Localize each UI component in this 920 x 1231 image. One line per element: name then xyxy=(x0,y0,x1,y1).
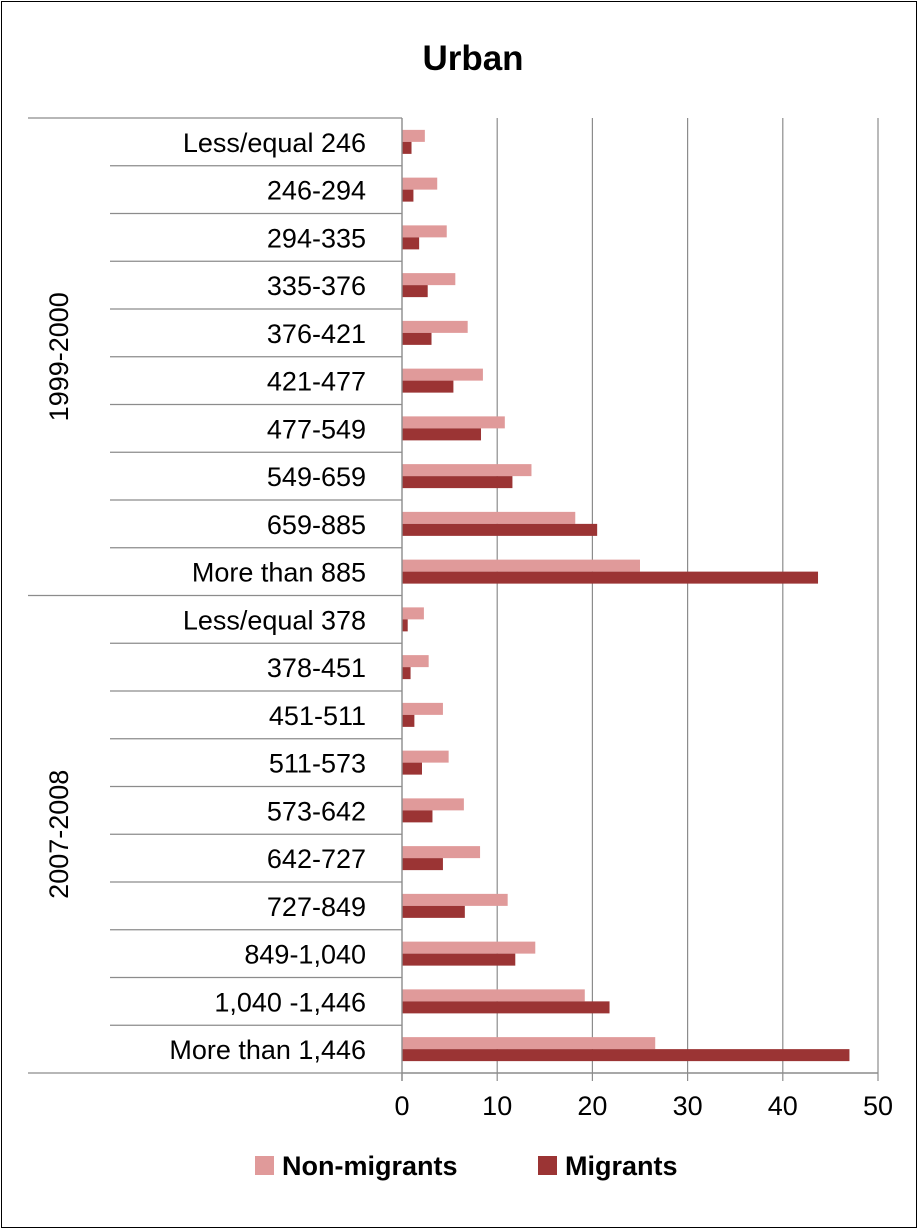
category-label: 378-451 xyxy=(267,653,366,683)
bar-migrants xyxy=(402,285,428,298)
bar-non-migrants xyxy=(402,893,508,906)
bar-non-migrants xyxy=(402,511,576,524)
category-label: 294-335 xyxy=(267,223,366,253)
bar-non-migrants xyxy=(402,464,532,477)
category-label: 549-659 xyxy=(267,462,366,492)
category-label: 727-849 xyxy=(267,892,366,922)
category-label: 511-573 xyxy=(269,749,366,779)
bar-non-migrants xyxy=(402,416,505,429)
category-label: Less/equal 378 xyxy=(183,605,366,635)
bar-non-migrants xyxy=(402,129,425,142)
bar-non-migrants xyxy=(402,273,456,286)
bar-migrants xyxy=(402,810,433,823)
bar-non-migrants xyxy=(402,655,429,668)
category-label: More than 885 xyxy=(192,558,366,588)
legend-label: Migrants xyxy=(565,1151,678,1181)
axes: 0 10 20 30 40 50 xyxy=(28,117,893,1121)
bar-migrants xyxy=(402,1049,850,1062)
legend-label: Non-migrants xyxy=(282,1151,458,1181)
bar-migrants xyxy=(402,428,482,441)
bar-migrants xyxy=(402,762,422,775)
bar-non-migrants xyxy=(402,941,536,954)
chart-title: Urban xyxy=(422,39,523,78)
bars xyxy=(402,129,850,1062)
group-label: 1999-2000 xyxy=(44,292,74,421)
category-label: Less/equal 246 xyxy=(183,128,366,158)
group-label: 2007-2008 xyxy=(44,770,74,899)
bar-migrants xyxy=(402,953,516,966)
category-label: More than 1,446 xyxy=(169,1035,366,1065)
bar-non-migrants xyxy=(402,750,449,763)
legend-swatch-non-migrants xyxy=(255,1156,274,1175)
grid-lines xyxy=(496,118,879,1073)
x-tick-label: 30 xyxy=(673,1091,703,1121)
bar-non-migrants xyxy=(402,798,464,811)
bar-migrants xyxy=(402,667,411,680)
bar-migrants xyxy=(402,141,412,154)
bar-non-migrants xyxy=(402,177,438,190)
bar-migrants xyxy=(402,237,420,250)
category-label: 335-376 xyxy=(267,271,366,301)
x-tick-label: 50 xyxy=(863,1091,893,1121)
category-label: 451-511 xyxy=(269,701,366,731)
category-label: 376-421 xyxy=(267,319,366,349)
bar-non-migrants xyxy=(402,559,640,572)
bar-migrants xyxy=(402,523,598,536)
bar-migrants xyxy=(402,332,432,345)
bar-non-migrants xyxy=(402,607,424,620)
x-tick-label: 0 xyxy=(394,1091,409,1121)
bar-migrants xyxy=(402,858,443,871)
legend: Non-migrants Migrants xyxy=(255,1151,678,1181)
category-label: 642-727 xyxy=(267,844,366,874)
category-label: 659-885 xyxy=(267,510,366,540)
bar-migrants xyxy=(402,714,415,727)
category-labels: 1999-2000 Less/equal 246 246-294 294-335 335… xyxy=(44,128,366,1065)
bar-migrants xyxy=(402,476,513,489)
bar-non-migrants xyxy=(402,989,585,1002)
category-label: 421-477 xyxy=(267,367,366,397)
bar-non-migrants xyxy=(402,320,468,333)
bar-migrants xyxy=(402,571,819,584)
legend-swatch-migrants xyxy=(538,1156,557,1175)
x-tick-label: 10 xyxy=(482,1091,512,1121)
category-label: 849-1,040 xyxy=(244,940,366,970)
bar-migrants xyxy=(402,189,414,202)
category-label: 1,040 -1,446 xyxy=(214,987,366,1017)
category-label: 573-642 xyxy=(267,796,366,826)
bar-migrants xyxy=(402,905,465,918)
bar-non-migrants xyxy=(402,702,443,715)
category-label: 246-294 xyxy=(267,176,366,206)
bar-non-migrants xyxy=(402,846,481,859)
bar-non-migrants xyxy=(402,1037,656,1050)
x-tick-label: 20 xyxy=(577,1091,607,1121)
bar-migrants xyxy=(402,619,408,632)
bar-migrants xyxy=(402,1001,610,1014)
bar-non-migrants xyxy=(402,225,447,238)
bar-non-migrants xyxy=(402,368,483,381)
category-label: 477-549 xyxy=(267,414,366,444)
x-tick-label: 40 xyxy=(768,1091,798,1121)
bar-migrants xyxy=(402,380,454,393)
